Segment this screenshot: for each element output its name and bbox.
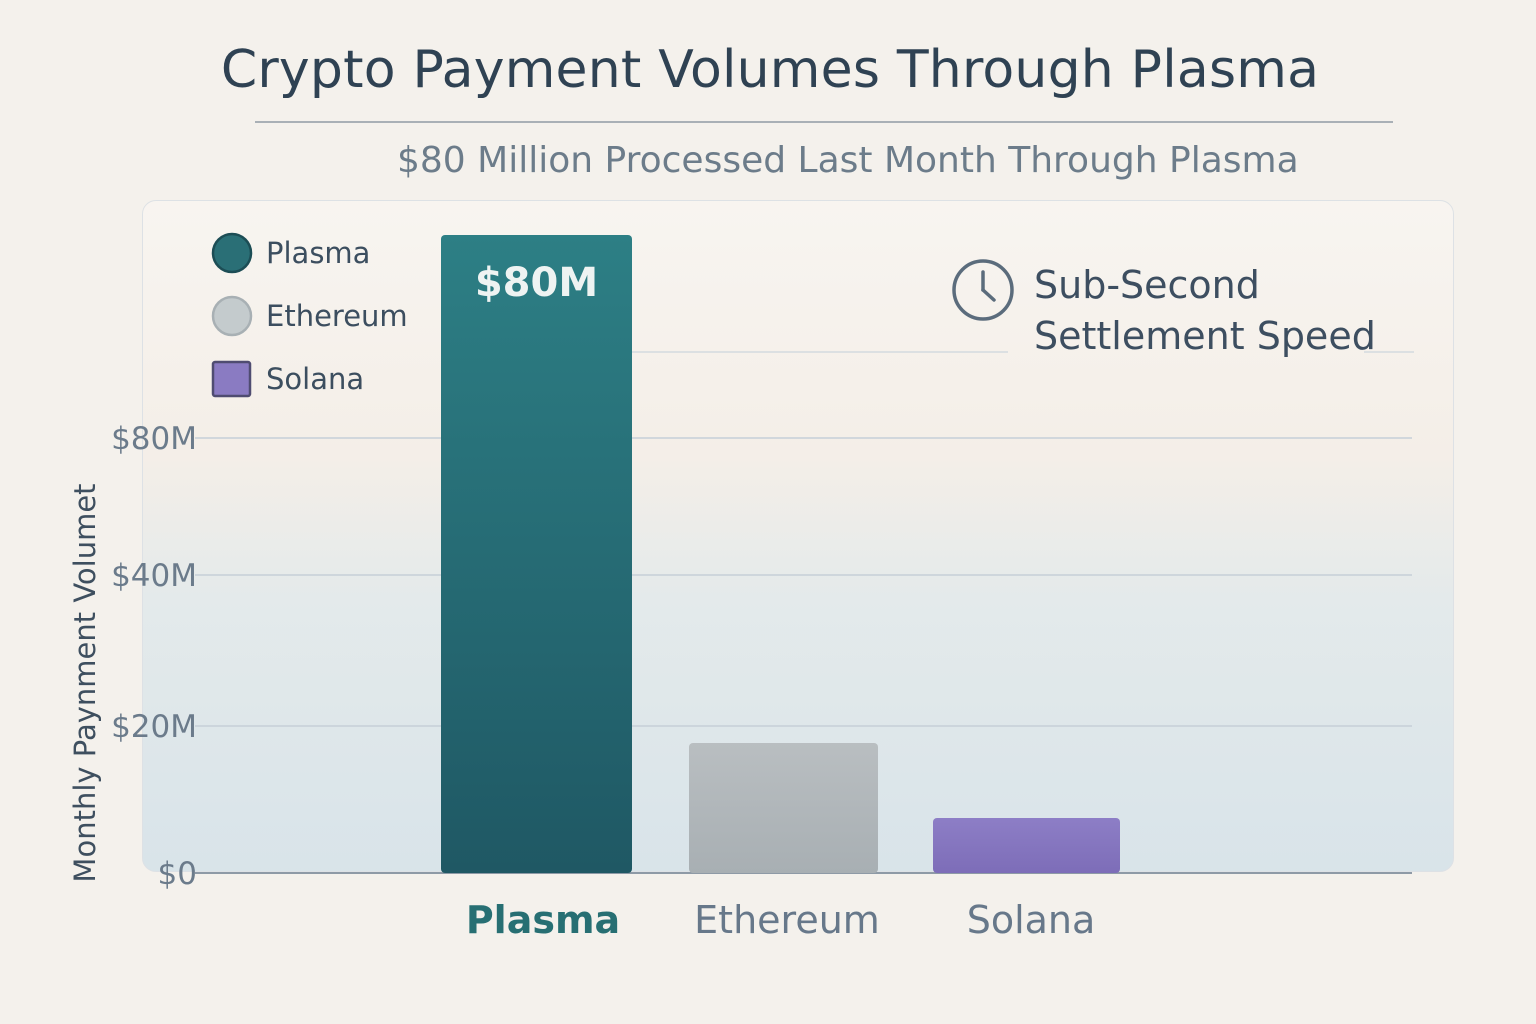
bar-plasma: [441, 235, 632, 873]
legend-swatch: [211, 232, 253, 274]
annotation-line-2: Settlement Speed: [1034, 314, 1376, 358]
bar-ethereum: [689, 743, 878, 873]
y-tick-label: $80M: [111, 421, 197, 457]
legend-item-plasma: Plasma: [211, 232, 370, 274]
legend-item-solana: Solana: [211, 360, 364, 398]
y-tick-label: $20M: [111, 709, 197, 745]
x-category-label: Solana: [967, 898, 1096, 942]
settlement-annotation: Sub-Second Settlement Speed: [952, 259, 1376, 358]
bar-solana: [933, 818, 1120, 873]
legend-swatch: [211, 295, 253, 337]
x-category-label: Ethereum: [694, 898, 880, 942]
legend: Plasma Ethereum Solana: [211, 232, 408, 398]
x-axis-categories: Plasma Ethereum Solana: [466, 898, 1095, 942]
y-tick-label: $0: [158, 856, 197, 892]
legend-item-ethereum: Ethereum: [211, 295, 408, 337]
title-divider: [255, 121, 1393, 123]
legend-label: Ethereum: [266, 299, 408, 333]
legend-swatch: [211, 360, 252, 398]
y-tick-label: $40M: [111, 558, 197, 594]
y-axis-ticks: $0 $20M $40M $80M: [111, 421, 197, 892]
x-category-label: Plasma: [466, 898, 620, 942]
annotation-line-1: Sub-Second: [1034, 263, 1260, 307]
y-axis-label: Monthly Paynment Volumet: [68, 483, 102, 882]
bar-value-label: $80M: [475, 260, 598, 306]
legend-label: Plasma: [266, 236, 370, 270]
bars: $80M: [441, 235, 1120, 873]
clock-icon: [952, 259, 1014, 321]
chart-title: Crypto Payment Volumes Through Plasma: [220, 40, 1320, 100]
legend-label: Solana: [266, 362, 364, 396]
chart-subtitle: $80 Million Processed Last Month Through…: [397, 140, 1299, 181]
gridlines: [195, 351, 1414, 727]
